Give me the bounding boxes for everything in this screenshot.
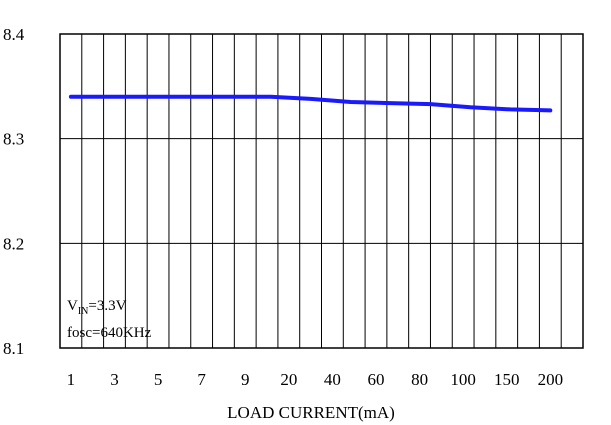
x-tick-label: 5 xyxy=(154,370,163,389)
x-tick-label: 100 xyxy=(450,370,476,389)
x-tick-label: 80 xyxy=(411,370,428,389)
y-tick-label: 8.3 xyxy=(3,130,24,149)
series-line xyxy=(68,94,553,113)
y-tick-label: 8.1 xyxy=(3,339,24,358)
fosc-annotation: fosc=640KHz xyxy=(67,325,152,341)
y-tick-label: 8.4 xyxy=(3,25,25,44)
x-tick-label: 150 xyxy=(494,370,520,389)
x-tick-label: 3 xyxy=(110,370,119,389)
x-axis: 1 3 5 7 9 20 40 60 80 100 150 200 xyxy=(67,370,563,389)
plot-frame xyxy=(59,33,584,349)
x-tick-label: 9 xyxy=(241,370,250,389)
x-tick-label: 60 xyxy=(367,370,384,389)
vin-annotation: VIN=3.3V xyxy=(67,298,127,317)
x-tick-label: 7 xyxy=(197,370,206,389)
x-tick-label: 200 xyxy=(538,370,564,389)
y-tick-label: 8.2 xyxy=(3,234,24,253)
x-axis-label: LOAD CURRENT(mA) xyxy=(227,403,395,422)
x-tick-label: 40 xyxy=(324,370,341,389)
y-axis: 8.4 8.3 8.2 8.1 xyxy=(3,25,25,358)
x-tick-label: 20 xyxy=(280,370,297,389)
x-tick-label: 1 xyxy=(67,370,76,389)
grid xyxy=(60,34,583,348)
